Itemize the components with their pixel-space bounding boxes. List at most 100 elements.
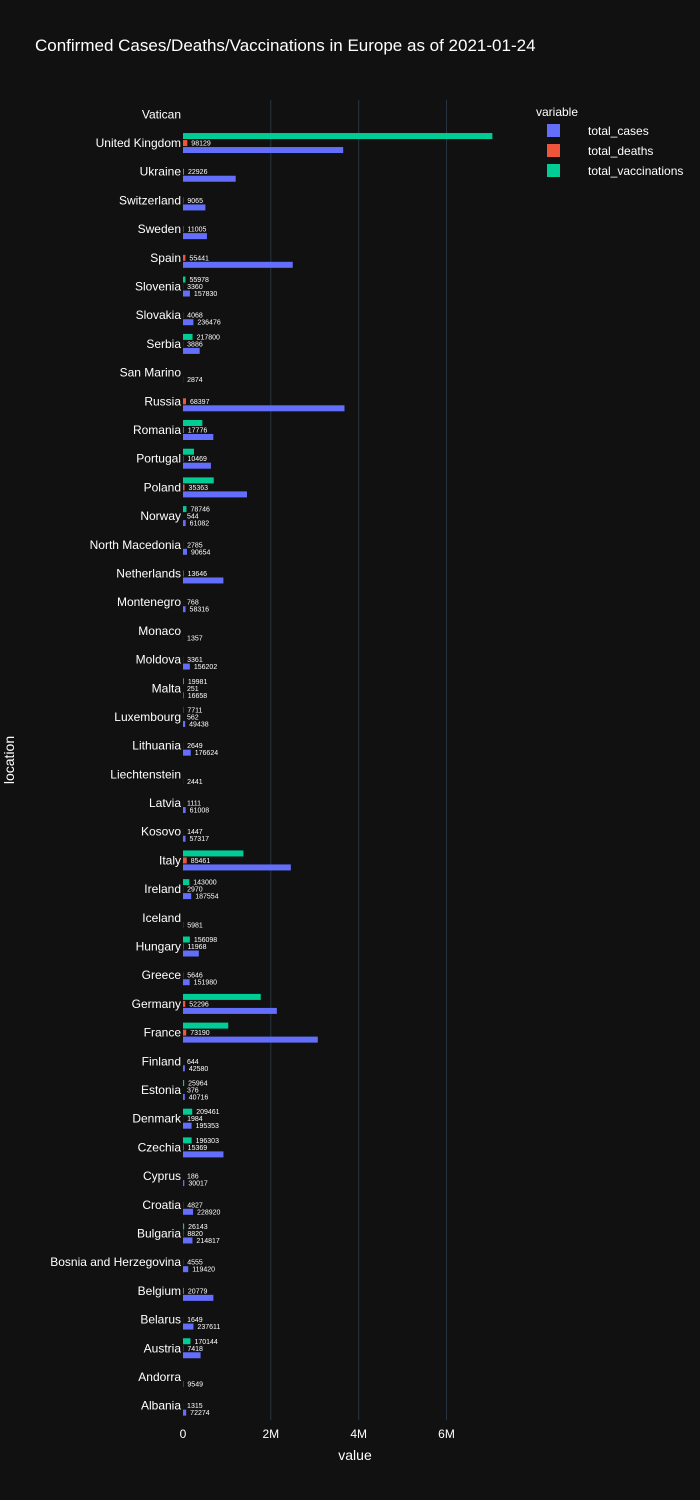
data-label-total_deaths: 3360 [187, 284, 203, 291]
data-label-total_cases: 119420 [192, 1267, 215, 1274]
y-tick-label: Latvia [149, 796, 181, 810]
bar-total_cases [183, 175, 236, 182]
x-tick-label: 0 [180, 1427, 187, 1441]
data-label-total_cases: 195353 [196, 1123, 219, 1130]
data-label-total_vaccinations: 156098 [194, 937, 217, 944]
y-axis-title: location [1, 736, 17, 784]
data-label-total_vaccinations: 217800 [197, 334, 220, 341]
bar-total_deaths [183, 484, 185, 491]
bar-total_deaths [183, 427, 184, 433]
data-label-total_vaccinations: 170144 [194, 1339, 217, 1346]
x-tick-label: 6M [438, 1427, 455, 1441]
bar-total_cases [183, 864, 291, 871]
data-label-total_cases: 237611 [197, 1324, 220, 1331]
y-tick-label: Denmark [132, 1112, 182, 1126]
y-tick-label: Sweden [138, 222, 181, 236]
data-label-total_deaths: 11005 [187, 227, 206, 234]
data-label-total_cases: 176624 [195, 750, 218, 757]
data-label-total_deaths: 251 [187, 686, 199, 693]
y-tick-label: Monaco [138, 624, 181, 638]
x-tick-label: 2M [263, 1427, 280, 1441]
bar-total_cases [183, 692, 184, 699]
y-tick-label: Norway [140, 509, 181, 523]
y-tick-label: Cyprus [143, 1169, 181, 1183]
data-label-total_deaths: 5646 [187, 973, 203, 980]
legend-item-total_vaccinations[interactable]: total_vaccinations [588, 164, 683, 178]
data-label-total_cases: 58316 [190, 607, 210, 614]
bar-total_cases [183, 1237, 193, 1244]
y-tick-label: Finland [142, 1054, 181, 1068]
bar-total_deaths [183, 1029, 187, 1036]
y-tick-label: Liechtenstein [110, 767, 181, 781]
y-tick-label: Lithuania [132, 739, 181, 753]
y-tick-label: Andorra [138, 1370, 181, 1384]
data-label-total_vaccinations: 143000 [193, 880, 216, 887]
data-label-total_vaccinations: 78746 [190, 507, 210, 514]
data-label-total_cases: 228920 [197, 1209, 220, 1216]
data-label-total_cases: 2874 [187, 377, 203, 384]
bar-total_vaccinations [183, 276, 186, 283]
data-label-total_deaths: 1447 [187, 829, 203, 836]
bar-total_cases [183, 434, 214, 440]
data-label-total_vaccinations: 196303 [196, 1138, 219, 1145]
bar-total_vaccinations [183, 1137, 192, 1144]
data-label-total_cases: 90654 [191, 549, 211, 556]
data-label-total_deaths: 98129 [191, 141, 211, 148]
data-label-total_cases: 214817 [196, 1238, 219, 1245]
bar-total_cases [183, 1122, 192, 1129]
bar-total_cases [183, 147, 344, 154]
y-tick-label: United Kingdom [96, 136, 181, 150]
bar-total_cases [183, 749, 191, 756]
data-label-total_deaths: 2785 [187, 542, 203, 549]
y-tick-label: Russia [144, 394, 181, 408]
bar-total_cases [183, 1294, 214, 1301]
data-label-total_deaths: 4827 [187, 1202, 203, 1209]
y-tick-label: Poland [144, 480, 181, 494]
bar-total_cases [183, 577, 224, 584]
bar-total_cases [183, 491, 247, 498]
legend: variable total_cases total_deaths total_va… [536, 105, 683, 178]
bar-total_deaths [183, 857, 187, 864]
bar-total_cases [183, 462, 211, 469]
y-tick-label: France [144, 1026, 182, 1040]
bar-total_vaccinations [183, 678, 184, 685]
chart-title: Confirmed Cases/Deaths/Vaccinations in E… [35, 36, 536, 55]
data-label-total_deaths: 376 [187, 1088, 199, 1095]
bar-total_vaccinations [183, 477, 214, 484]
bar-total_cases [183, 1266, 189, 1273]
data-label-total_vaccinations: 26143 [188, 1224, 208, 1231]
bar-total_vaccinations [183, 1223, 185, 1230]
data-label-total_deaths: 2649 [187, 743, 203, 750]
data-label-total_vaccinations: 55978 [189, 277, 209, 284]
legend-swatch-total_cases [547, 124, 560, 137]
bar-total_deaths [183, 570, 184, 577]
y-tick-label: Ireland [144, 882, 181, 896]
bar-total_vaccinations [183, 1080, 185, 1086]
data-label-total_deaths: 562 [187, 714, 199, 721]
data-label-total_deaths: 22926 [188, 169, 208, 176]
data-label-total_deaths: 1315 [187, 1403, 203, 1410]
y-tick-label: Slovenia [135, 280, 181, 294]
data-label-total_deaths: 3886 [187, 341, 203, 348]
bar-total_vaccinations [183, 993, 261, 1000]
y-tick-label: Netherlands [116, 566, 181, 580]
data-label-total_cases: 61082 [190, 521, 210, 528]
bar-total_cases [183, 1323, 194, 1330]
legend-item-total_cases[interactable]: total_cases [588, 124, 649, 138]
bar-total_cases [183, 347, 200, 354]
y-tick-label: San Marino [120, 366, 182, 380]
y-tick-label: Luxembourg [114, 710, 181, 724]
data-label-total_cases: 72274 [190, 1410, 210, 1417]
bar-total_cases [183, 520, 186, 527]
bar-total_cases [183, 1352, 201, 1359]
data-label-total_deaths: 73190 [190, 1030, 210, 1037]
x-axis-title: value [338, 1447, 372, 1463]
y-tick-label: Kosovo [141, 825, 181, 839]
y-tick-label: Ukraine [140, 165, 182, 179]
bar-total_vaccinations [183, 936, 190, 943]
bar-total_deaths [183, 1287, 184, 1294]
legend-item-total_deaths[interactable]: total_deaths [588, 144, 653, 158]
data-label-total_deaths: 10469 [187, 456, 207, 463]
